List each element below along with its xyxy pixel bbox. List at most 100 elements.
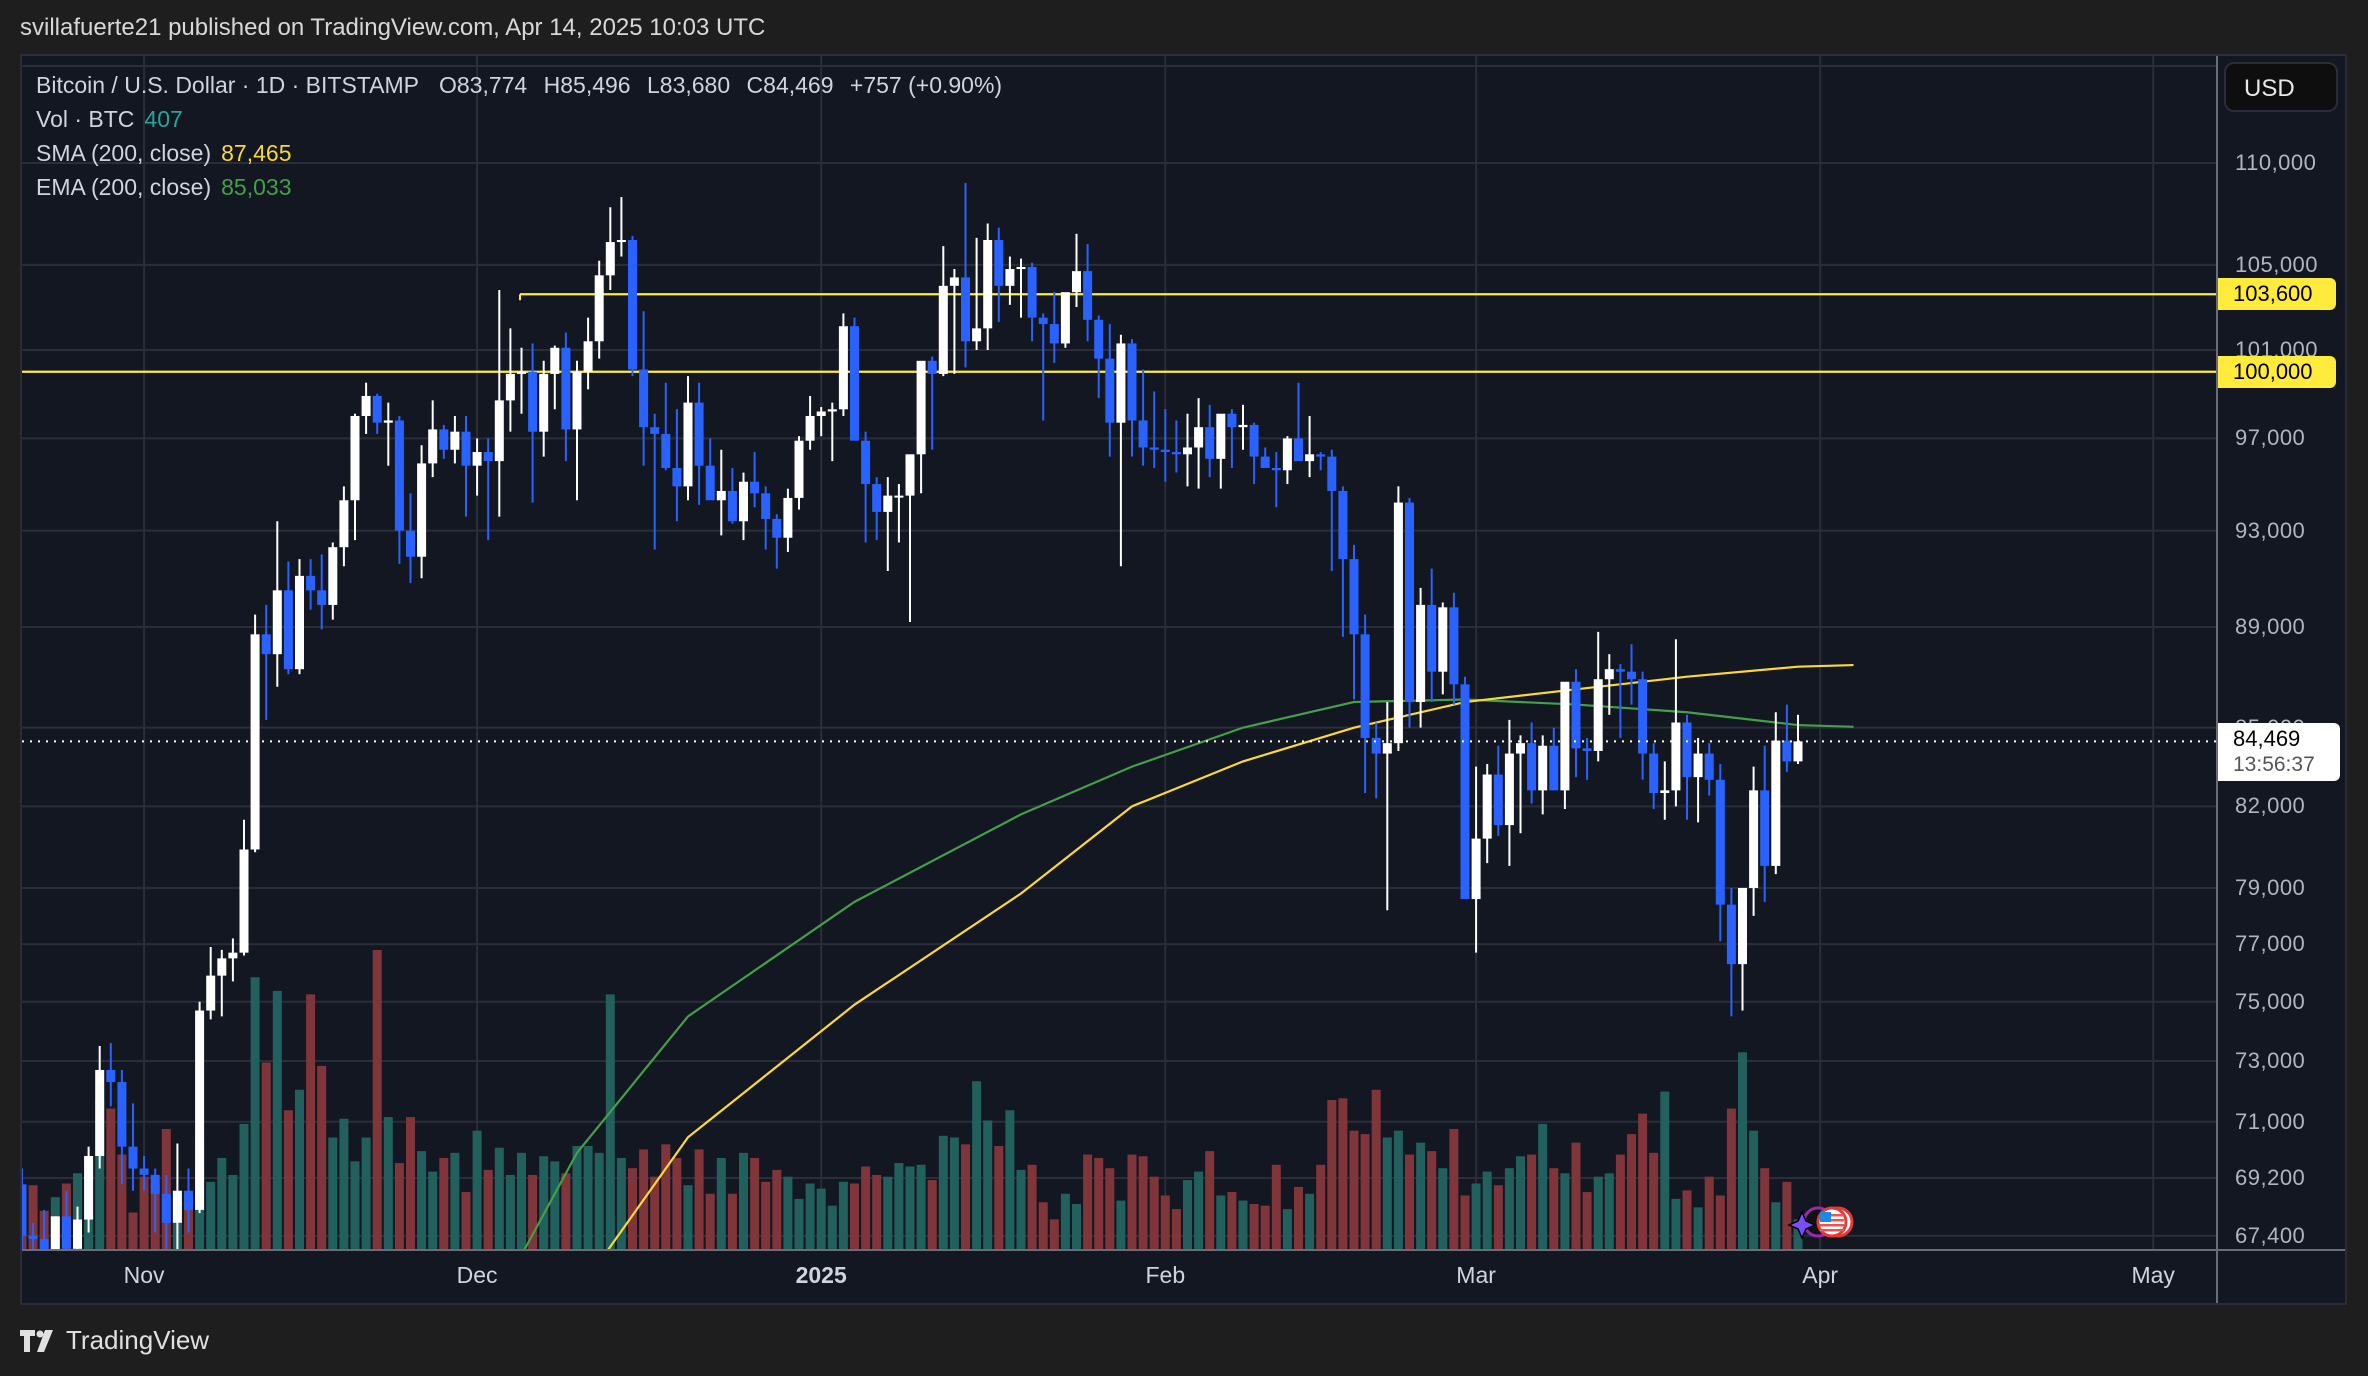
- candle-body: [317, 590, 327, 605]
- symbol-title[interactable]: Bitcoin / U.S. Dollar · 1D · BITSTAMP: [36, 72, 419, 98]
- candle-body: [383, 420, 393, 423]
- volume-bar: [1349, 1130, 1359, 1250]
- candle-body: [1060, 292, 1070, 344]
- volume-bar: [861, 1166, 871, 1250]
- candle-body: [1027, 266, 1037, 318]
- volume-bar: [1771, 1202, 1781, 1250]
- volume-bar: [1516, 1156, 1525, 1250]
- ema-label[interactable]: EMA (200, close): [36, 174, 212, 200]
- candle-body: [1582, 748, 1592, 751]
- candle-body: [95, 1069, 105, 1156]
- close-label: C: [746, 72, 764, 98]
- volume-bar: [1371, 1089, 1381, 1250]
- volume-bar: [972, 1081, 982, 1250]
- sma-value: 87,465: [221, 140, 292, 166]
- candle-body: [1749, 790, 1759, 888]
- high-value: 85,496: [560, 72, 631, 98]
- volume-bar: [1049, 1219, 1059, 1250]
- candle-body: [1216, 413, 1226, 459]
- candle-body: [716, 490, 726, 501]
- candle-body: [972, 328, 982, 342]
- volume-bar: [1682, 1190, 1692, 1250]
- candle-body: [1327, 456, 1337, 491]
- flag-stripe: [1820, 1219, 1844, 1222]
- candle-body: [1649, 753, 1659, 794]
- candle-body: [1693, 753, 1703, 778]
- volume-bar: [1294, 1186, 1303, 1250]
- volume-bar: [1160, 1195, 1170, 1250]
- candle-body: [905, 454, 915, 496]
- price-tick-label: 97,000: [2235, 425, 2306, 451]
- volume-bar: [1360, 1134, 1370, 1250]
- volume-bar: [228, 1175, 238, 1250]
- candle-body: [1627, 671, 1636, 680]
- volume-bar: [961, 1144, 970, 1250]
- candle-body: [639, 369, 649, 428]
- price-tick-label: 75,000: [2235, 988, 2306, 1014]
- candle-body: [1149, 447, 1159, 450]
- volume-label[interactable]: Vol · BTC: [36, 106, 135, 132]
- volume-bar: [1471, 1183, 1481, 1250]
- volume-bar: [494, 1147, 504, 1250]
- candle-body: [705, 465, 715, 501]
- candle-body: [1260, 456, 1270, 468]
- candle-body: [1405, 502, 1414, 703]
- candle-body: [628, 239, 637, 370]
- candle-body: [961, 277, 970, 342]
- volume-bar: [1449, 1128, 1459, 1250]
- volume-bar: [672, 1157, 682, 1250]
- volume-bar: [1005, 1110, 1015, 1250]
- volume-bar: [1194, 1171, 1204, 1250]
- candle-body: [583, 341, 593, 372]
- currency-button[interactable]: USD: [2224, 62, 2338, 112]
- sparkle-icon: [1787, 1210, 1817, 1240]
- volume-value: 407: [144, 106, 183, 132]
- candle-body: [328, 547, 338, 605]
- candle-body: [206, 975, 216, 1011]
- flag-stripe: [1820, 1214, 1844, 1217]
- volume-bar: [550, 1161, 560, 1250]
- candle-body: [594, 275, 604, 342]
- price-tick-label: 77,000: [2235, 931, 2306, 957]
- candle-body: [1249, 424, 1259, 457]
- volume-bar: [1116, 1200, 1126, 1250]
- volume-bar: [1227, 1192, 1237, 1250]
- volume-bar: [139, 1176, 149, 1250]
- volume-bar: [805, 1183, 815, 1250]
- volume-bar: [383, 1117, 393, 1250]
- candle-body: [783, 497, 793, 538]
- candle-body: [1205, 427, 1215, 459]
- candle-body: [150, 1174, 160, 1194]
- candle-body: [1349, 559, 1359, 635]
- candle-body: [1471, 838, 1481, 900]
- volume-bar: [1671, 1198, 1681, 1250]
- candle-body: [1771, 740, 1781, 866]
- candle-body: [550, 347, 560, 374]
- volume-bar: [1127, 1154, 1137, 1250]
- candle-body: [1671, 722, 1681, 791]
- tradingview-logo[interactable]: TradingView: [20, 1325, 209, 1356]
- candle-body: [139, 1168, 149, 1175]
- volume-bar: [1238, 1200, 1248, 1250]
- sma-label[interactable]: SMA (200, close): [36, 140, 212, 166]
- time-axis-label: Nov: [123, 1262, 165, 1288]
- candle-body: [1493, 774, 1503, 826]
- volume-bar: [1760, 1168, 1770, 1250]
- open-label: O: [438, 72, 457, 98]
- candle-body: [1726, 904, 1736, 965]
- candle-body: [128, 1146, 138, 1169]
- candle-body: [539, 373, 549, 432]
- candle-body: [838, 326, 848, 410]
- candle-body: [1504, 753, 1514, 826]
- candle-body: [39, 1238, 49, 1250]
- candle-body: [450, 431, 460, 450]
- volume-bar: [106, 1108, 116, 1250]
- volume-bar: [927, 1180, 937, 1250]
- last-price-label: 84,469 13:56:37: [2218, 723, 2340, 781]
- volume-bar: [727, 1193, 737, 1250]
- candle-body: [1338, 490, 1348, 560]
- volume-bar: [217, 1157, 227, 1250]
- candle-body: [1138, 420, 1148, 448]
- ohlc-row: Bitcoin / U.S. Dollar · 1D · BITSTAMP O 8…: [36, 68, 1002, 102]
